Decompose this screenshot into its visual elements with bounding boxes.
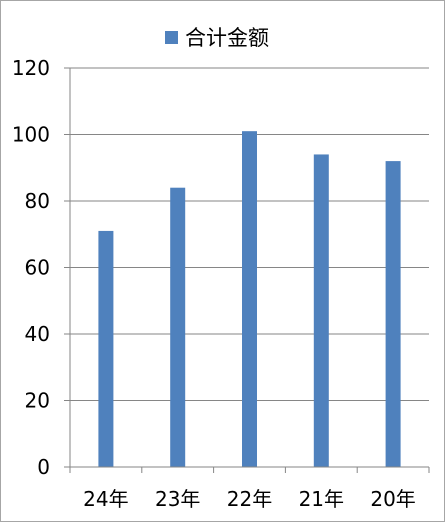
x-tick-label: 21年 <box>299 487 344 511</box>
bar <box>385 161 401 467</box>
x-tick-label: 23年 <box>155 487 200 511</box>
legend-label: 合计金额 <box>185 26 269 50</box>
x-tick-label: 22年 <box>227 487 272 511</box>
bars <box>98 131 401 468</box>
x-axis: 24年 23年 22年 21年 20年 <box>69 466 430 511</box>
bar <box>313 154 329 467</box>
y-tick-label: 40 <box>25 322 50 346</box>
legend-swatch <box>165 31 178 44</box>
y-tick-label: 80 <box>25 189 50 213</box>
y-tick-label: 60 <box>25 256 50 280</box>
bar <box>98 230 114 467</box>
y-tick-label: 120 <box>12 56 50 80</box>
bar <box>242 131 257 468</box>
x-tick-label: 20年 <box>370 487 415 511</box>
bar <box>170 187 186 467</box>
legend: 合计金额 <box>165 26 269 50</box>
y-axis: 0 20 40 60 80 100 120 <box>12 56 71 479</box>
x-tick-label: 24年 <box>83 487 128 511</box>
y-tick-label: 0 <box>37 455 50 479</box>
y-tick-label: 20 <box>25 389 50 413</box>
y-tick-label: 100 <box>12 123 50 147</box>
